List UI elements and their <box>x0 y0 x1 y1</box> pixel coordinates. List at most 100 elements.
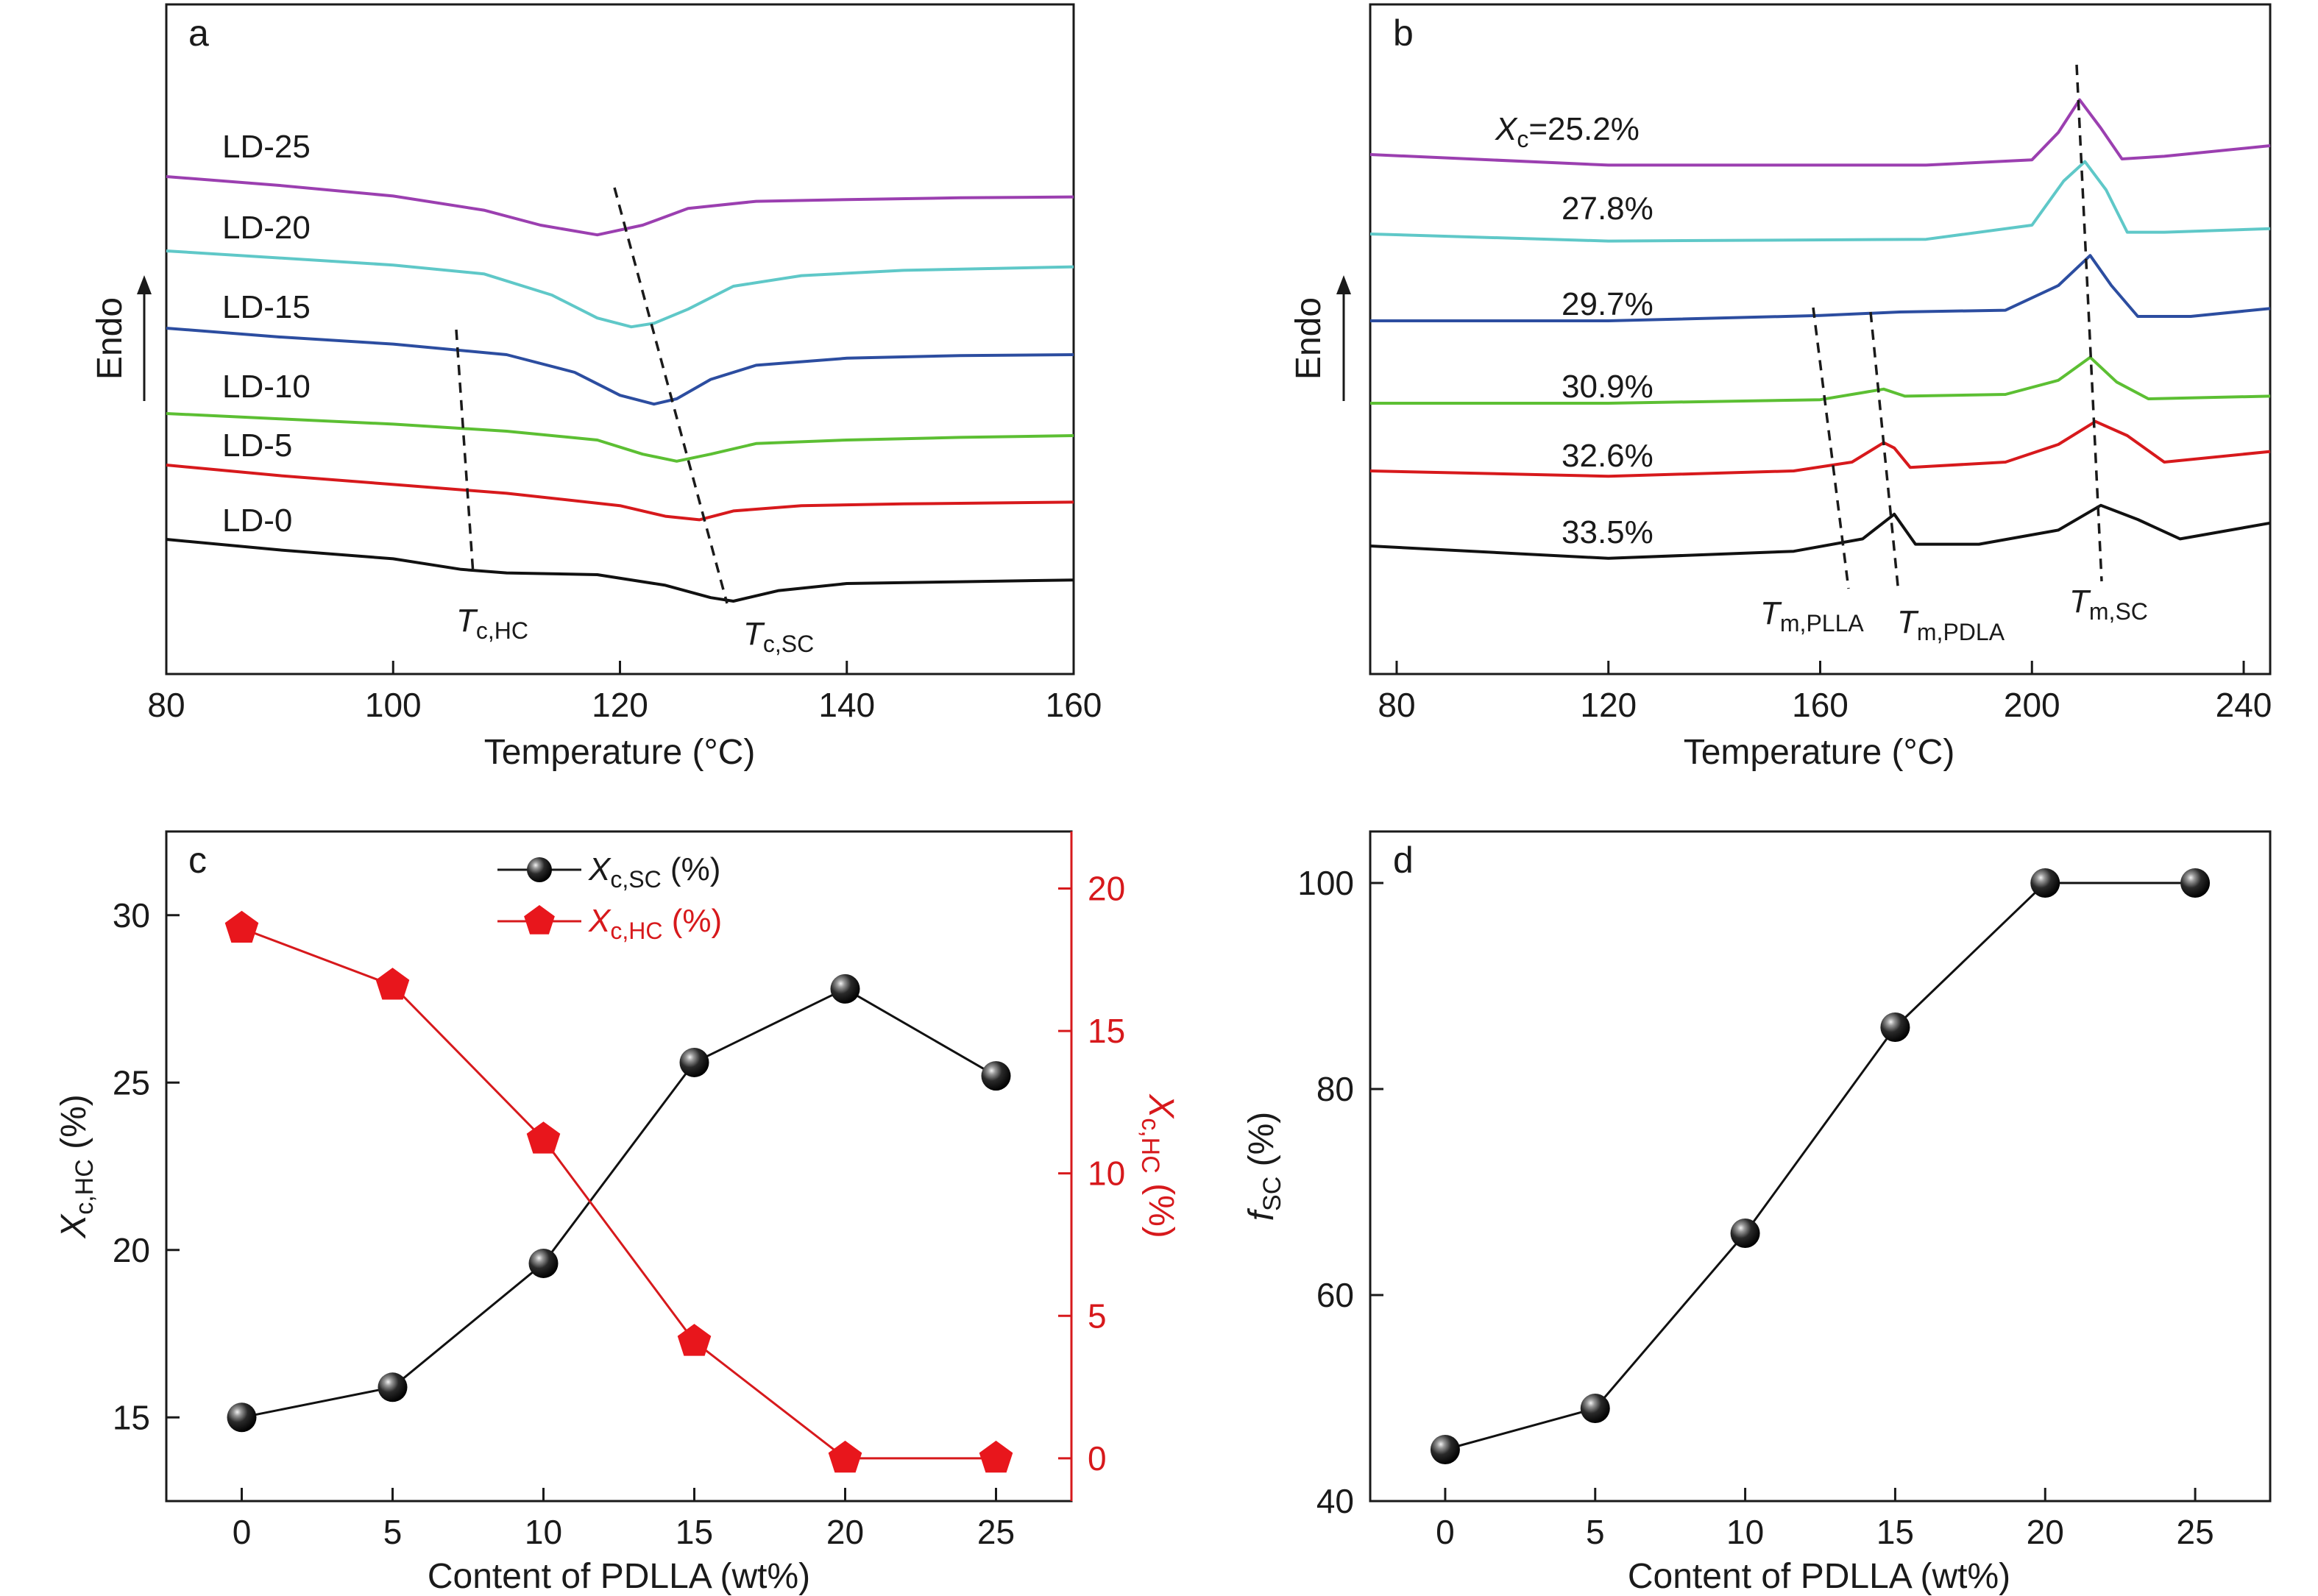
panel-d-point-20 <box>2030 868 2060 898</box>
panel-a-tc-sc-guide <box>613 187 729 604</box>
panel-a: a 80 100 120 140 160 LD-25LD-20LD-15LD-10LD-… <box>91 3 1102 772</box>
panel-c-x-axis-title: Content of PDLLA (wt%) <box>428 1557 810 1596</box>
panel-d-x-axis-title: Content of PDLLA (wt%) <box>1628 1557 2010 1596</box>
panel-c-y2-tick-label-10: 10 <box>1088 1155 1125 1193</box>
panel-d-y-tick-label-80: 80 <box>1316 1070 1354 1108</box>
panel-b-x-ticks: 80 120 160 200 240 <box>1378 661 2272 724</box>
panel-a-curve-ld-25 <box>166 175 1074 237</box>
panel-d-x-tick-label-25: 25 <box>2176 1513 2214 1551</box>
panel-c-ticks: 0 5 10 15 20 25 15 20 25 30 0 5 10 15 20 <box>113 869 1125 1551</box>
panel-a-label-ld-20: LD-20 <box>222 210 311 246</box>
panel-b-curve-5 <box>1369 503 2271 560</box>
panel-a-label-ld-0: LD-0 <box>222 503 292 539</box>
panel-d-letter: d <box>1393 840 1414 881</box>
panel-c-legend: Xc,SC (%) Xc,HC (%) <box>497 851 722 944</box>
legend-xc-hc-marker <box>524 905 555 934</box>
panel-b-tm-plla-label: Tm,PLLA <box>1760 595 1864 636</box>
panel-c-point-hc-20 <box>828 1440 862 1473</box>
panel-a-curve-ld-10 <box>166 412 1074 463</box>
panel-a-curve-ld-5 <box>166 464 1074 522</box>
panel-c-point-sc-20 <box>830 973 860 1004</box>
panel-b-frame <box>1369 3 2272 675</box>
panel-c: c 0 5 10 15 20 25 15 20 25 30 0 5 10 15 20 Content of … <box>54 830 1180 1596</box>
panel-b-label-29-7: 29.7% <box>1562 286 1654 322</box>
panel-b-label-27-8: 27.8% <box>1562 191 1654 227</box>
panel-c-x-tick-label-20: 20 <box>826 1513 864 1551</box>
panel-d: d 0 5 10 15 20 25 40 60 80 100 Content of PDLLA (… <box>1242 830 2272 1596</box>
panel-c-x-tick-label-0: 0 <box>233 1513 252 1551</box>
panel-d-x-tick-label-5: 5 <box>1586 1513 1605 1551</box>
panel-b-tm-pdla-guide <box>1869 311 1900 594</box>
panel-a-tc-hc-label: Tc,HC <box>456 603 528 644</box>
panel-b-tm-sc-guide <box>2075 64 2103 582</box>
panel-a-curve-ld-20 <box>166 249 1074 329</box>
panel-b-tick-label-200: 200 <box>2004 686 2060 724</box>
panel-d-point-5 <box>1580 1394 1610 1423</box>
panel-d-frame <box>1369 830 2272 1503</box>
panel-a-tick-label-120: 120 <box>592 686 648 724</box>
panel-b-endo-label: Endo <box>1289 297 1328 380</box>
panel-d-x-tick-label-10: 10 <box>1726 1513 1764 1551</box>
panel-c-y-tick-label-20: 20 <box>113 1231 150 1269</box>
panel-b-tm-pdla-label: Tm,PDLA <box>1897 604 2005 645</box>
panel-a-tick-label-80: 80 <box>147 686 185 724</box>
panel-c-letter: c <box>188 840 207 881</box>
panel-d-point-10 <box>1730 1219 1760 1248</box>
legend-xc-sc-marker <box>527 857 552 882</box>
panel-b-curve-1 <box>1369 160 2271 243</box>
panel-c-x-tick-label-25: 25 <box>977 1513 1015 1551</box>
panel-a-label-ld-10: LD-10 <box>222 369 311 405</box>
panel-b-tick-label-80: 80 <box>1378 686 1415 724</box>
panel-d-point-0 <box>1430 1435 1460 1464</box>
panel-c-x-tick-label-5: 5 <box>383 1513 403 1551</box>
panel-b-tick-label-160: 160 <box>1792 686 1849 724</box>
panel-c-line-1 <box>241 927 996 1460</box>
panel-c-x-tick-label-10: 10 <box>525 1513 562 1551</box>
panel-d-point-25 <box>2180 868 2211 898</box>
panel-a-label-ld-25: LD-25 <box>222 129 311 165</box>
panel-a-label-ld-5: LD-5 <box>222 428 292 464</box>
panel-a-tick-label-140: 140 <box>818 686 875 724</box>
panel-b-label-32-6: 32.6% <box>1562 438 1654 474</box>
panel-b-curves: Xc=25.2% 27.8% 29.7% 30.9% 32.6% 33.5% <box>1369 98 2271 560</box>
panel-a-tc-hc-guide <box>455 329 475 575</box>
panel-a-curves: LD-25 LD-20 LD-15 LD-10 LD-5 LD-0 <box>166 129 1074 603</box>
panel-b: b 80 120 160 200 240 Xc=25.2% 27.8% 29.7% 30.9%… <box>1289 3 2272 772</box>
panel-c-line-0 <box>241 987 997 1419</box>
panel-b-x-axis-title: Temperature (°C) <box>1684 733 1955 772</box>
panel-b-endo-arrow-icon <box>1336 275 1351 294</box>
panel-a-tick-label-160: 160 <box>1046 686 1102 724</box>
panel-d-x-tick-label-0: 0 <box>1436 1513 1455 1551</box>
panel-d-y-tick-label-100: 100 <box>1297 864 1354 902</box>
panel-c-right-axis-title: Xc,HC (%) <box>1136 1093 1180 1238</box>
panel-c-series <box>224 910 1013 1473</box>
panel-c-y2-tick-label-20: 20 <box>1088 869 1125 907</box>
panel-b-letter: b <box>1393 13 1414 54</box>
panel-c-point-hc-5 <box>375 968 410 1000</box>
panel-a-curve-ld-15 <box>166 327 1074 406</box>
panel-b-tm-plla-guide <box>1812 307 1850 589</box>
panel-d-ticks: 0 5 10 15 20 25 40 60 80 100 <box>1297 864 2214 1551</box>
panel-c-y-tick-label-30: 30 <box>113 896 150 934</box>
legend-xc-hc-label: Xc,HC (%) <box>588 903 722 944</box>
panel-a-x-axis-title: Temperature (°C) <box>484 733 756 772</box>
panel-b-tick-label-120: 120 <box>1580 686 1637 724</box>
panel-b-curve-0 <box>1369 98 2271 167</box>
panel-b-tick-label-240: 240 <box>2216 686 2272 724</box>
panel-b-curve-2 <box>1370 254 2271 322</box>
panel-c-y-tick-label-15: 15 <box>113 1398 150 1436</box>
panel-d-point-15 <box>1880 1012 1910 1042</box>
panel-a-curve-ld-0 <box>166 538 1074 603</box>
panel-c-point-sc-25 <box>981 1061 1011 1091</box>
panel-d-y-tick-label-40: 40 <box>1316 1482 1354 1520</box>
panel-c-point-sc-0 <box>227 1402 257 1433</box>
panel-c-left-axis-title: Xc,HC (%) <box>54 1094 99 1239</box>
panel-c-y2-tick-label-0: 0 <box>1088 1439 1107 1478</box>
panel-b-label-xc-25-2: Xc=25.2% <box>1495 111 1640 152</box>
panel-c-x-tick-label-15: 15 <box>676 1513 713 1551</box>
panel-c-point-sc-10 <box>528 1248 559 1278</box>
panel-b-label-30-9: 30.9% <box>1562 369 1654 405</box>
panel-a-x-ticks: 80 100 120 140 160 <box>147 661 1102 724</box>
panel-b-curve-3 <box>1370 355 2271 405</box>
